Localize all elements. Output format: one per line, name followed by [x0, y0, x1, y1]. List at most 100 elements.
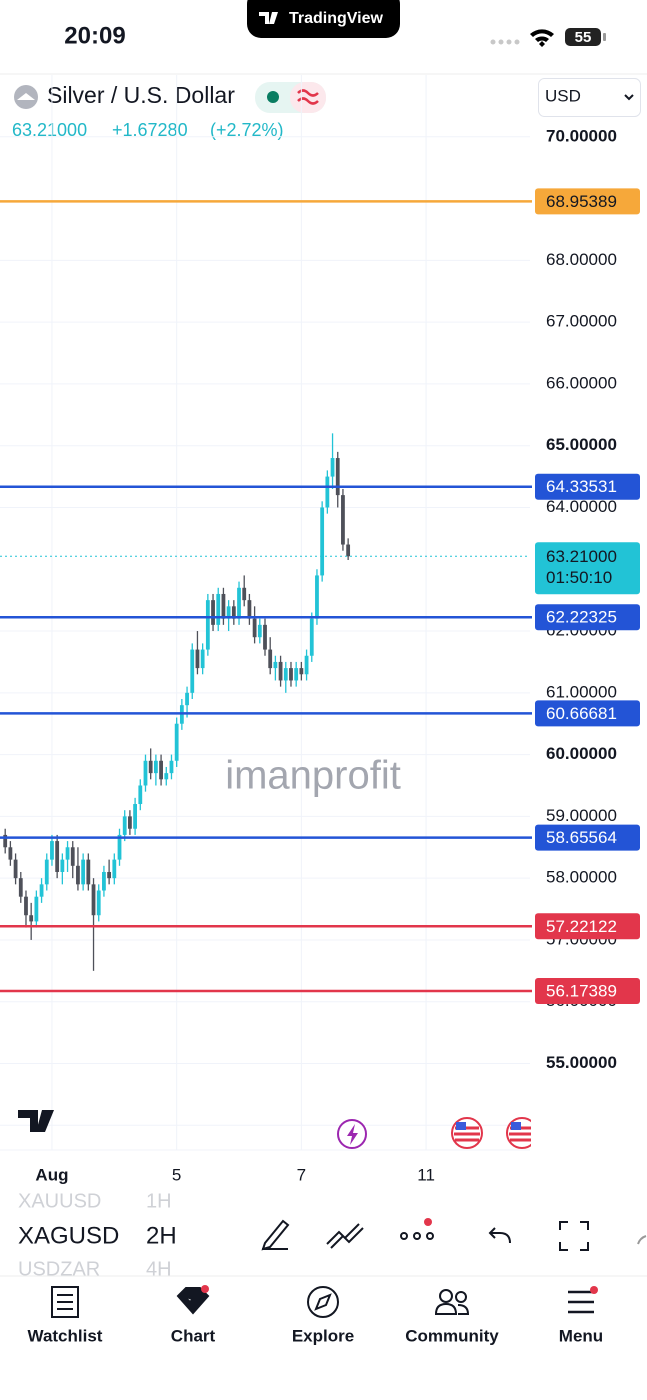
symbol-icon-glyph: [17, 93, 35, 100]
nav-label[interactable]: Explore: [292, 1326, 354, 1345]
status-pill-right: [290, 82, 326, 113]
candle-body: [164, 773, 169, 780]
candle-body: [211, 600, 215, 625]
watermark: imanprofit: [225, 754, 401, 798]
candle-body: [102, 871, 106, 891]
last-price-label: 63.21000: [546, 547, 617, 566]
candle-body: [263, 624, 267, 650]
candle-body: [341, 495, 345, 545]
candle-body: [195, 649, 200, 669]
nav-label[interactable]: Community: [405, 1326, 499, 1345]
notification-dot: [590, 1286, 598, 1294]
y-tick-label: 65.00000: [546, 435, 617, 454]
candle-body: [299, 668, 304, 675]
candle-body: [315, 575, 319, 619]
candle-body: [24, 896, 28, 916]
candle-body: [91, 884, 96, 916]
candle-body: [169, 760, 174, 774]
level-label: 62.22325: [546, 608, 617, 627]
axis-mask: [531, 1100, 647, 1160]
symbol-ticker[interactable]: XAUUSD: [18, 1190, 101, 1212]
candle-body: [96, 890, 101, 916]
symbol-ticker[interactable]: XAGUSD: [18, 1222, 119, 1249]
candle-body: [268, 649, 273, 669]
level-label: 57.22122: [546, 917, 617, 936]
level-label: 68.95389: [546, 192, 617, 211]
candle-body: [304, 655, 309, 675]
menu-icon[interactable]: [568, 1290, 594, 1314]
app-pill: [247, 0, 400, 38]
candle-body: [107, 871, 112, 879]
candle-body: [76, 865, 80, 885]
us-flag-event[interactable]: [451, 1117, 483, 1149]
symbol-interval[interactable]: 1H: [146, 1190, 172, 1212]
level-label: 58.65564: [546, 828, 617, 847]
undo[interactable]: [488, 1227, 511, 1244]
candle-body: [55, 841, 60, 872]
candle-body: [112, 859, 117, 879]
nav-label[interactable]: Chart: [171, 1326, 216, 1345]
explore-icon[interactable]: [307, 1286, 339, 1318]
last-price-box: [535, 542, 640, 595]
y-tick-label: 61.00000: [546, 682, 617, 701]
candle-body: [8, 847, 13, 860]
candle-body: [226, 606, 231, 619]
y-tick-label: 68.00000: [546, 250, 617, 269]
y-tick-label: 59.00000: [546, 806, 617, 825]
level-label-box: [535, 977, 640, 1004]
nav-label[interactable]: Watchlist: [28, 1326, 103, 1345]
candle-body: [39, 884, 44, 897]
scroll-hint: [637, 1235, 647, 1245]
candle-body: [289, 668, 293, 681]
signal-dots: [490, 39, 520, 45]
fullscreen[interactable]: [559, 1221, 589, 1251]
plot: 54.0000055.0000056.0000057.0000058.00000…: [0, 75, 640, 1184]
trend-tool[interactable]: [326, 1223, 364, 1249]
candle-body: [122, 816, 127, 835]
candle-body: [44, 859, 49, 885]
y-tick-label: 64.00000: [546, 497, 617, 516]
tv-logo: [18, 1110, 54, 1132]
candle-body: [148, 760, 153, 774]
notification-dot: [201, 1285, 209, 1293]
last-price: 63.21000: [12, 120, 87, 140]
candle-body: [242, 587, 247, 601]
candle-body: [252, 618, 257, 638]
x-tick-label: 5: [172, 1165, 181, 1184]
nav-label[interactable]: Menu: [559, 1326, 603, 1345]
symbol-ticker[interactable]: USDZAR: [18, 1258, 100, 1280]
candle-body: [133, 804, 137, 829]
candle-body: [117, 834, 122, 860]
symbol-picker[interactable]: XAUUSD 1H XAGUSD 2H USDZAR 4H: [18, 1190, 177, 1280]
notification-dot: [424, 1218, 432, 1226]
symbol-interval[interactable]: 4H: [146, 1258, 172, 1280]
symbol-name[interactable]: Silver / U.S. Dollar: [47, 82, 235, 108]
candle-body: [325, 476, 330, 508]
price-change: +1.67280: [112, 120, 188, 140]
y-tick-label: 55.00000: [546, 1053, 617, 1072]
us-flag-event[interactable]: [506, 1117, 538, 1149]
candle-body: [50, 841, 54, 860]
community-icon[interactable]: [434, 1289, 470, 1315]
symbol-interval[interactable]: 2H: [146, 1222, 177, 1249]
x-tick-label: 11: [417, 1165, 435, 1184]
candle-body: [273, 661, 278, 669]
candle-body: [70, 847, 75, 866]
x-tick-label: 7: [297, 1165, 306, 1184]
draw-tool[interactable]: [261, 1219, 290, 1251]
level-label-box: [535, 604, 640, 631]
clock: 20:09: [64, 22, 125, 49]
watchlist-icon[interactable]: [51, 1286, 79, 1318]
level-label-box: [535, 913, 640, 940]
compass-needle: [314, 1293, 332, 1311]
more-tools[interactable]: [400, 1232, 434, 1240]
candle-body: [138, 785, 143, 805]
candle-body: [185, 692, 189, 706]
currency-select[interactable]: [538, 78, 641, 117]
candle-body: [81, 859, 86, 885]
lightning: [347, 1124, 358, 1145]
wifi-icon: [530, 29, 554, 47]
market-open-dot: [267, 91, 279, 103]
level-label: 64.33531: [546, 477, 617, 496]
